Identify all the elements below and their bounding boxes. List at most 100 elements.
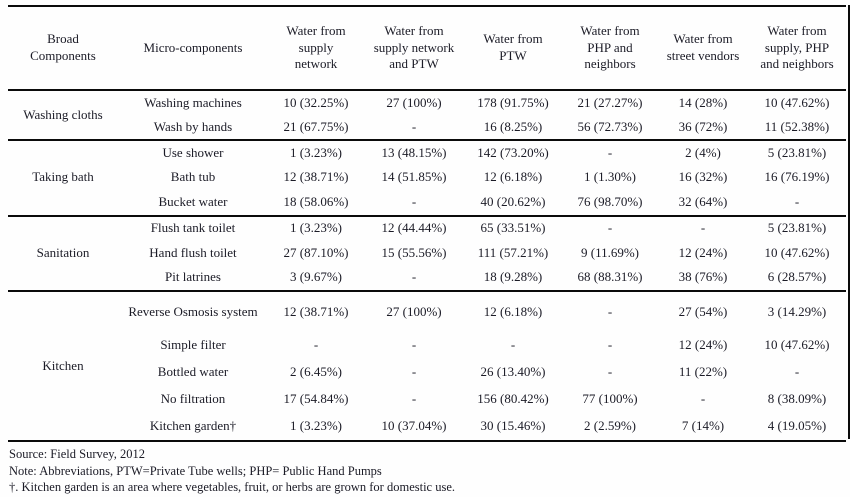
table-cell: 18 (9.28%) bbox=[483, 269, 543, 285]
table-cell: - bbox=[794, 193, 800, 209]
table-cell: - bbox=[700, 220, 706, 236]
table-cell: - bbox=[411, 337, 417, 353]
table-cell: 142 (73.20%) bbox=[477, 144, 549, 160]
column-header-supply-network-and-ptw: Water from supply network and PTW bbox=[373, 22, 455, 72]
table-cell: 3 (9.67%) bbox=[290, 269, 342, 285]
table-cell: - bbox=[607, 144, 613, 160]
table-cell: 3 (14.29%) bbox=[767, 303, 827, 319]
micro-component-label: Kitchen garden† bbox=[149, 418, 237, 434]
table-cell: 68 (88.31%) bbox=[577, 269, 643, 285]
micro-component-label: Bottled water bbox=[157, 364, 229, 380]
table-cell: 2 (6.45%) bbox=[290, 364, 342, 380]
table-cell: - bbox=[510, 337, 516, 353]
table-cell: 12 (6.18%) bbox=[483, 303, 543, 319]
table-cell: 30 (15.46%) bbox=[480, 418, 546, 434]
column-header-ptw: Water from PTW bbox=[483, 31, 543, 63]
table-cell: 12 (44.44%) bbox=[381, 220, 447, 236]
footnote-kitchen-garden: †. Kitchen garden is an area where veget… bbox=[9, 480, 456, 494]
micro-component-label: Use shower bbox=[162, 144, 224, 160]
group-kitchen: Kitchen Reverse Osmosis system 12 (38.71… bbox=[8, 291, 846, 441]
table-header: Broad Components Micro-components Water … bbox=[8, 6, 846, 90]
table-notes: Source: Field Survey, 2012 Note: Abbrevi… bbox=[9, 446, 839, 496]
table-cell: - bbox=[607, 303, 613, 319]
table-cell: 12 (24%) bbox=[678, 244, 728, 260]
table-cell: 14 (51.85%) bbox=[381, 169, 447, 185]
table-cell: - bbox=[700, 391, 706, 407]
micro-component-label: No filtration bbox=[160, 391, 226, 407]
micro-component-label: Bucket water bbox=[158, 193, 228, 209]
table-cell: 76 (98.70%) bbox=[577, 193, 643, 209]
table-cell: - bbox=[607, 364, 613, 380]
table-cell: 2 (4%) bbox=[685, 144, 721, 160]
table-cell: 18 (58.06%) bbox=[283, 193, 349, 209]
table-cell: 27 (87.10%) bbox=[283, 244, 349, 260]
table-cell: 10 (47.62%) bbox=[764, 94, 830, 110]
table-cell: 12 (24%) bbox=[678, 337, 728, 353]
table-row: Kitchen Reverse Osmosis system 12 (38.71… bbox=[8, 291, 846, 373]
table-cell: 12 (38.71%) bbox=[283, 169, 349, 185]
table-cell: 14 (28%) bbox=[678, 94, 728, 110]
micro-component-label: Simple filter bbox=[160, 337, 226, 353]
table-cell: - bbox=[411, 193, 417, 209]
micro-component-label: Reverse Osmosis system bbox=[128, 303, 258, 319]
micro-component-label: Hand flush toilet bbox=[149, 244, 237, 260]
table-cell: 17 (54.84%) bbox=[283, 391, 349, 407]
table-cell: 27 (54%) bbox=[678, 303, 728, 319]
table-cell: 10 (37.04%) bbox=[381, 418, 447, 434]
column-header-micro-components: Micro-components bbox=[143, 39, 243, 55]
table-cell: 2 (2.59%) bbox=[584, 418, 636, 434]
table-row: Bath tub 12 (38.71%) 14 (51.85%) 12 (6.1… bbox=[8, 166, 846, 191]
table-cell: 16 (76.19%) bbox=[764, 169, 830, 185]
micro-component-label: Pit latrines bbox=[165, 269, 221, 285]
table-cell: 56 (72.73%) bbox=[577, 118, 643, 134]
group-sanitation: Sanitation Flush tank toilet 1 (3.23%) 1… bbox=[8, 216, 846, 292]
table-cell: 9 (11.69%) bbox=[580, 244, 639, 260]
column-header-supply-network: Water from supply network bbox=[286, 22, 346, 72]
table-cell: - bbox=[607, 337, 613, 353]
table-row: Wash by hands 21 (67.75%) - 16 (8.25%) 5… bbox=[8, 115, 846, 140]
header-row: Broad Components Micro-components Water … bbox=[8, 6, 846, 90]
table-cell: - bbox=[794, 364, 800, 380]
table-cell: 6 (28.57%) bbox=[767, 269, 827, 285]
table-cell: 38 (76%) bbox=[678, 269, 728, 285]
broad-component-label: Washing cloths bbox=[23, 106, 103, 122]
table-cell: 156 (80.42%) bbox=[477, 391, 549, 407]
table-cell: 27 (100%) bbox=[386, 94, 442, 110]
table-cell: 13 (48.15%) bbox=[381, 144, 447, 160]
micro-component-label: Wash by hands bbox=[153, 118, 233, 134]
table-cell: 5 (23.81%) bbox=[767, 220, 827, 236]
table-cell: 5 (23.81%) bbox=[767, 144, 827, 160]
table-cell: 21 (27.27%) bbox=[577, 94, 643, 110]
table-cell: 10 (47.62%) bbox=[764, 244, 830, 260]
table-cell: - bbox=[313, 337, 319, 353]
table-cell: - bbox=[411, 269, 417, 285]
table-cell: 111 (57.21%) bbox=[477, 244, 549, 260]
column-header-broad-components: Broad Components bbox=[30, 31, 96, 63]
micro-component-label: Flush tank toilet bbox=[150, 220, 236, 236]
table-cell: 1 (3.23%) bbox=[290, 144, 342, 160]
table-cell: - bbox=[411, 118, 417, 134]
table-row: Taking bath Use shower 1 (3.23%) 13 (48.… bbox=[8, 140, 846, 184]
table-cell: 10 (47.62%) bbox=[764, 337, 830, 353]
table-cell: 10 (32.25%) bbox=[283, 94, 349, 110]
table-cell: 65 (33.51%) bbox=[480, 220, 546, 236]
table-row: Pit latrines 3 (9.67%) - 18 (9.28%) 68 (… bbox=[8, 266, 846, 292]
table-cell: 4 (19.05%) bbox=[767, 418, 827, 434]
table-row: Bottled water 2 (6.45%) - 26 (13.40%) - … bbox=[8, 359, 846, 386]
table-cell: 1 (3.23%) bbox=[290, 418, 342, 434]
table-row: Washing cloths Washing machines 10 (32.2… bbox=[8, 90, 846, 122]
table-cell: 1 (1.30%) bbox=[584, 169, 636, 185]
table-row: Kitchen garden† 1 (3.23%) 10 (37.04%) 30… bbox=[8, 413, 846, 441]
table-cell: 36 (72%) bbox=[678, 118, 728, 134]
table-row: Sanitation Flush tank toilet 1 (3.23%) 1… bbox=[8, 216, 846, 259]
table-cell: - bbox=[411, 391, 417, 407]
table-cell: - bbox=[607, 220, 613, 236]
table-cell: 1 (3.23%) bbox=[290, 220, 342, 236]
table-row: Bucket water 18 (58.06%) - 40 (20.62%) 7… bbox=[8, 190, 846, 216]
table-cell: - bbox=[411, 364, 417, 380]
table-cell: 26 (13.40%) bbox=[480, 364, 546, 380]
table-cell: 8 (38.09%) bbox=[767, 391, 827, 407]
column-header-street-vendors: Water from street vendors bbox=[666, 31, 740, 63]
micro-component-label: Washing machines bbox=[144, 94, 242, 110]
